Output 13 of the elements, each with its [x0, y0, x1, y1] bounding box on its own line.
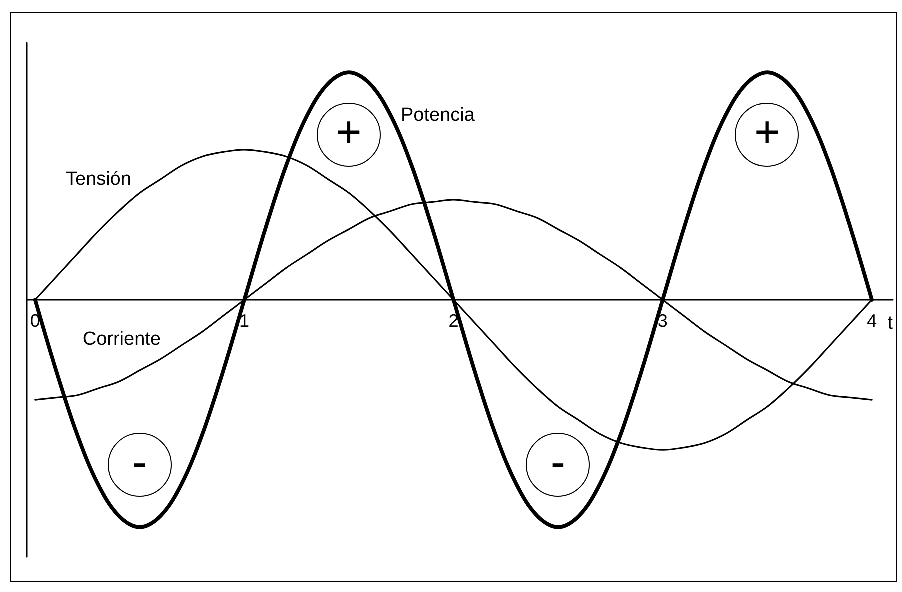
x-tick-label: 1 — [240, 311, 250, 331]
x-axis-title: t — [888, 313, 894, 334]
x-tick-label: 3 — [658, 311, 668, 331]
x-tick-label: 4 — [867, 311, 878, 331]
x-tick-label: 0 — [30, 311, 40, 331]
annotation: - — [550, 438, 566, 488]
annotation: + — [754, 108, 780, 157]
series-label: Corriente — [82, 329, 162, 351]
annotation: - — [132, 438, 148, 488]
x-tick-label: 2 — [448, 311, 459, 331]
annotation: + — [336, 108, 362, 157]
series-label: Tensión — [66, 169, 132, 191]
series-label: Potencia — [400, 104, 475, 127]
